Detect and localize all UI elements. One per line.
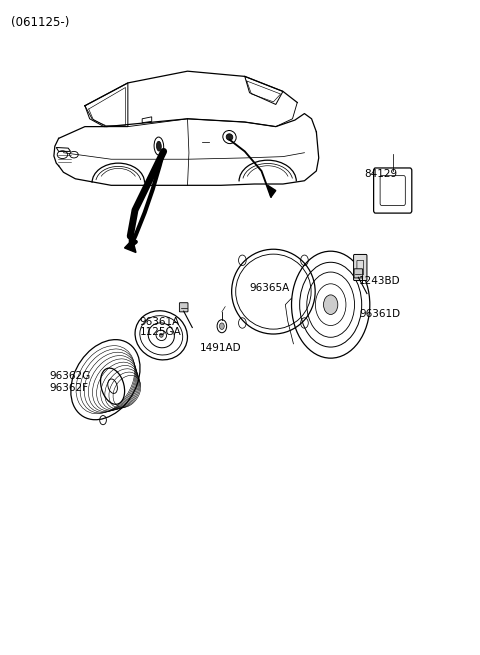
Text: 1125GA: 1125GA <box>140 327 181 337</box>
Text: (061125-): (061125-) <box>11 16 69 29</box>
FancyBboxPatch shape <box>354 269 363 278</box>
Text: 1491AD: 1491AD <box>199 343 241 353</box>
Ellipse shape <box>226 134 233 140</box>
Polygon shape <box>268 185 276 197</box>
Text: 96362G: 96362G <box>49 371 90 381</box>
Circle shape <box>219 323 224 329</box>
FancyBboxPatch shape <box>354 254 367 280</box>
Text: 96361D: 96361D <box>360 309 400 320</box>
Text: 96362F: 96362F <box>49 383 88 392</box>
Text: 96365A: 96365A <box>250 284 290 293</box>
Circle shape <box>324 295 338 314</box>
Ellipse shape <box>159 333 163 337</box>
Text: 84129: 84129 <box>364 169 397 179</box>
Text: 1243BD: 1243BD <box>360 276 401 286</box>
Text: 96361A: 96361A <box>140 317 180 328</box>
FancyBboxPatch shape <box>180 303 188 312</box>
Ellipse shape <box>156 141 161 151</box>
Polygon shape <box>124 240 136 252</box>
